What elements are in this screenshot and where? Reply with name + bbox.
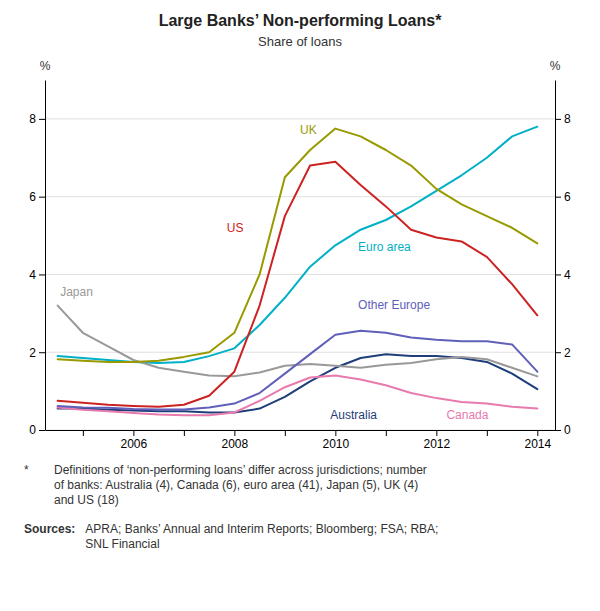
grid-line xyxy=(45,430,555,431)
note-label: * xyxy=(24,463,29,477)
tick: 2008 xyxy=(222,430,249,451)
tick xyxy=(83,430,84,436)
tick-label: 4 xyxy=(29,268,36,282)
tick-label: 0 xyxy=(29,423,36,437)
tick-mark xyxy=(555,430,561,431)
y-axis-line xyxy=(45,81,46,431)
tick: 2 xyxy=(555,346,571,360)
tick-mark xyxy=(335,430,336,436)
series-label: Australia xyxy=(330,408,377,422)
tick-mark xyxy=(39,352,45,353)
series-label: Euro area xyxy=(358,240,411,254)
tick: 2014 xyxy=(524,430,551,451)
note-text: APRA; Banks’ Annual and Interim Reports;… xyxy=(85,522,438,536)
tick-mark xyxy=(83,430,84,436)
tick-mark xyxy=(39,119,45,120)
tick-mark xyxy=(537,430,538,436)
notes: * Definitions of ‘non-performing loans’ d… xyxy=(24,463,438,551)
tick-mark xyxy=(184,430,185,436)
tick: 4 xyxy=(555,268,571,282)
tick-mark xyxy=(133,430,134,436)
tick: 8 xyxy=(555,112,571,126)
y2-axis: 0 2 4 6 8 xyxy=(555,81,571,438)
series-line xyxy=(58,162,538,407)
tick-label: 2008 xyxy=(222,437,249,451)
tick: 6 xyxy=(29,190,45,204)
grid xyxy=(45,119,555,430)
grid-line xyxy=(45,274,555,275)
y-axis-label: % xyxy=(40,59,51,73)
grid-line xyxy=(45,118,555,119)
tick-mark xyxy=(555,352,561,353)
tick-label: 8 xyxy=(564,112,571,126)
series-label: UK xyxy=(300,123,317,137)
note-label: Sources: xyxy=(24,522,75,536)
tick xyxy=(487,430,488,436)
tick-mark xyxy=(487,430,488,436)
tick-label: 2014 xyxy=(524,437,551,451)
y2-axis-line xyxy=(555,81,556,431)
tick-mark xyxy=(555,119,561,120)
series-label: US xyxy=(227,221,244,235)
chart: Large Banks’ Non-performing Loans* Share … xyxy=(0,0,600,611)
tick-mark xyxy=(39,430,45,431)
tick-label: 2006 xyxy=(121,437,148,451)
tick-label: 4 xyxy=(564,268,571,282)
tick: 2012 xyxy=(423,430,450,451)
tick: 2 xyxy=(29,346,45,360)
title: Large Banks’ Non-performing Loans* xyxy=(159,12,442,29)
series-line xyxy=(58,331,538,410)
lines xyxy=(58,127,538,416)
tick-mark xyxy=(386,430,387,436)
tick: 0 xyxy=(555,423,571,437)
tick-mark xyxy=(285,430,286,436)
note-text: of banks: Australia (4), Canada (6), eur… xyxy=(54,478,418,492)
tick-mark xyxy=(555,197,561,198)
tick xyxy=(285,430,286,436)
tick xyxy=(386,430,387,436)
tick-mark xyxy=(555,274,561,275)
tick-label: 2 xyxy=(29,346,36,360)
series-label: Japan xyxy=(60,285,93,299)
tick-mark xyxy=(39,274,45,275)
tick: 6 xyxy=(555,190,571,204)
series-line xyxy=(58,129,538,362)
tick: 8 xyxy=(29,112,45,126)
tick-mark xyxy=(436,430,437,436)
note-text: and US (18) xyxy=(54,493,119,507)
tick: 2010 xyxy=(322,430,349,451)
note-text: SNL Financial xyxy=(85,537,159,551)
annotations: Australia Canada Euro area Japan Other Europ… xyxy=(60,123,489,422)
y2-axis-label: % xyxy=(550,59,561,73)
tick-label: 8 xyxy=(29,112,36,126)
tick-label: 2012 xyxy=(423,437,450,451)
tick-label: 6 xyxy=(564,190,571,204)
tick-label: 0 xyxy=(564,423,571,437)
y-axis: 0 2 4 6 8 xyxy=(29,81,45,438)
tick-label: 2 xyxy=(564,346,571,360)
x-axis-line xyxy=(46,430,556,431)
tick-label: 6 xyxy=(29,190,36,204)
tick: 0 xyxy=(29,423,45,437)
tick xyxy=(184,430,185,436)
tick-mark xyxy=(234,430,235,436)
grid-line xyxy=(45,196,555,197)
subtitle: Share of loans xyxy=(258,34,342,49)
tick: 2006 xyxy=(121,430,148,451)
series-label: Canada xyxy=(446,408,488,422)
tick: 4 xyxy=(29,268,45,282)
x-axis: 2006 2008 2010 2012 2014 xyxy=(46,430,556,451)
tick-mark xyxy=(39,197,45,198)
note-text: Definitions of ‘non-performing loans’ di… xyxy=(54,463,427,477)
tick-label: 2010 xyxy=(322,437,349,451)
series-label: Other Europe xyxy=(358,298,430,312)
